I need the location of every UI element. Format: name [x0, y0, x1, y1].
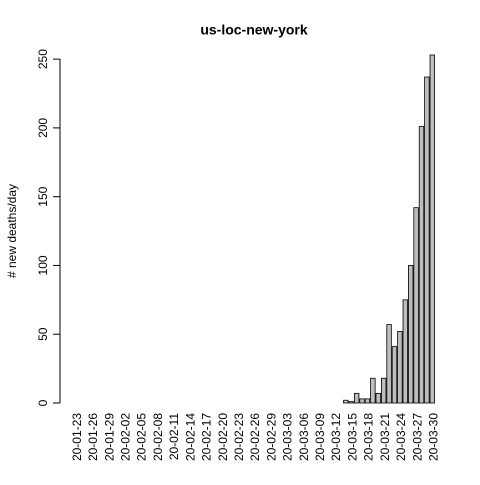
- x-tick-label: 20-02-02: [119, 413, 133, 461]
- bar: [353, 392, 360, 404]
- bar: [386, 324, 392, 404]
- x-tick-label: 20-02-29: [264, 413, 278, 461]
- x-tick-label: 20-03-18: [362, 413, 376, 461]
- x-tick-label: 20-03-24: [394, 413, 408, 461]
- chart-title: us-loc-new-york: [200, 22, 308, 38]
- bar: [375, 392, 381, 404]
- x-tick-label: 20-02-26: [248, 413, 262, 461]
- y-tick-label: 100: [36, 255, 50, 275]
- x-tick-label: 20-02-11: [167, 413, 181, 460]
- bar: [391, 346, 398, 404]
- x-tick-label: 20-02-23: [232, 413, 246, 461]
- y-tick-label: 250: [36, 49, 50, 69]
- y-tick-label: 0: [36, 399, 50, 406]
- y-tick-label: 200: [36, 118, 50, 138]
- y-axis-label: # new deaths/day: [5, 184, 19, 278]
- bar: [359, 398, 365, 404]
- y-tick-label: 50: [36, 327, 50, 341]
- bar: [348, 401, 354, 404]
- x-tick-label: 20-02-08: [151, 413, 165, 461]
- bar: [408, 265, 414, 404]
- bar: [429, 54, 435, 404]
- x-tick-label: 20-03-30: [426, 413, 440, 461]
- bar: [343, 399, 349, 404]
- x-tick-label: 20-03-15: [345, 413, 359, 461]
- x-tick-label: 20-03-09: [313, 413, 327, 461]
- y-tick-label: 150: [36, 186, 50, 206]
- x-tick-label: 20-02-14: [183, 413, 197, 461]
- bar: [418, 126, 425, 404]
- bar: [424, 76, 430, 404]
- x-tick-label: 20-02-20: [216, 413, 230, 461]
- x-tick-label: 20-01-23: [70, 413, 84, 461]
- bar: [397, 331, 403, 404]
- bar: [381, 377, 387, 404]
- x-tick-label: 20-03-27: [410, 413, 424, 461]
- x-tick-label: 20-03-03: [281, 413, 295, 461]
- x-tick-label: 20-03-21: [378, 413, 392, 461]
- bar: [402, 299, 408, 404]
- x-tick-label: 20-02-05: [135, 413, 149, 461]
- x-tick-label: 20-02-17: [200, 413, 214, 461]
- x-tick-label: 20-01-26: [86, 413, 100, 461]
- bar: [364, 398, 371, 404]
- x-tick-label: 20-01-29: [102, 413, 116, 461]
- x-tick-label: 20-03-06: [297, 413, 311, 461]
- bar: [370, 377, 376, 404]
- x-tick-label: 20-03-12: [329, 413, 343, 461]
- bar: [413, 207, 419, 404]
